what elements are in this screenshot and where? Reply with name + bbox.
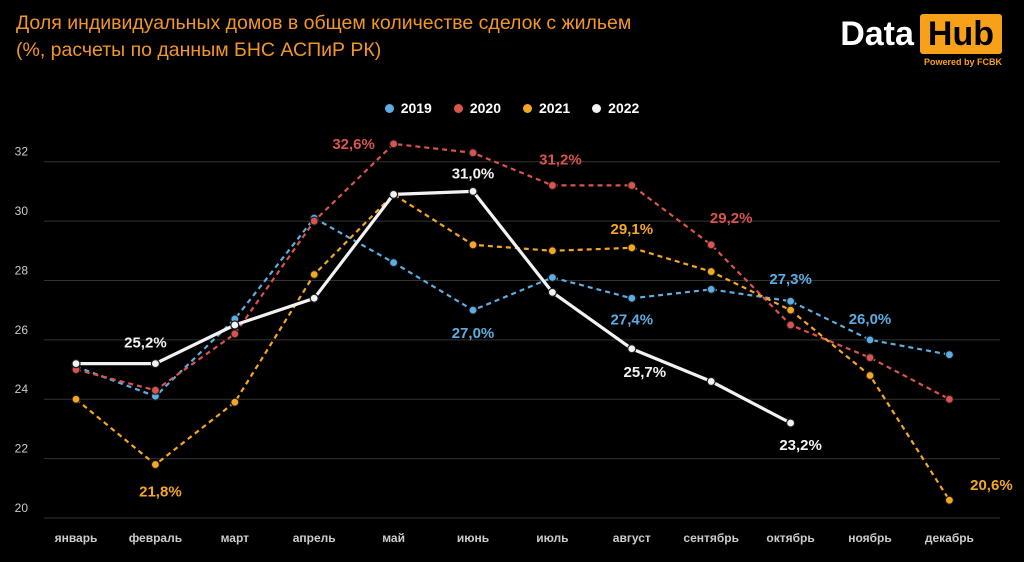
x-tick-label: апрель: [293, 531, 336, 545]
data-point-2020: [706, 240, 716, 250]
x-tick-label: июль: [536, 531, 568, 545]
data-label-2022: 25,7%: [624, 364, 667, 381]
data-point-2019: [865, 335, 875, 345]
legend-label-2019: 2019: [400, 100, 432, 116]
data-point-2020: [230, 329, 240, 339]
data-point-2020: [547, 180, 558, 191]
y-tick-label: 26: [15, 323, 29, 337]
legend-label-2022: 2022: [608, 100, 640, 116]
data-point-2019: [547, 272, 558, 283]
chart-title: Доля индивидуальных домов в общем количе…: [16, 10, 631, 64]
data-label-2021: 20,6%: [970, 477, 1013, 494]
x-tick-label: октябрь: [766, 531, 814, 545]
data-point-2021: [150, 459, 160, 470]
data-point-2020: [389, 139, 399, 149]
data-point-2020: [944, 394, 955, 404]
data-point-2021: [547, 246, 558, 256]
data-point-2022: [71, 359, 81, 369]
x-tick-label: июнь: [457, 531, 489, 545]
y-tick-label: 32: [15, 145, 29, 159]
data-point-2019: [389, 258, 399, 268]
data-label-2020: 32,6%: [332, 136, 375, 153]
series-line-2022: [76, 189, 792, 425]
y-tick-label: 20: [15, 501, 29, 515]
data-point-2019: [785, 296, 796, 306]
data-point-2022: [150, 359, 160, 369]
x-tick-label: февраль: [129, 531, 182, 545]
data-label-2019: 27,0%: [452, 325, 495, 342]
x-tick-label: май: [382, 531, 405, 545]
data-point-2022: [230, 320, 240, 330]
chart-legend: 2019 2020 2021 2022: [0, 100, 1024, 116]
data-point-2019: [468, 305, 478, 315]
data-label-2019: 27,4%: [611, 311, 654, 328]
data-point-2021: [944, 495, 955, 505]
x-tick-label: январь: [55, 531, 98, 545]
data-point-2022: [389, 189, 399, 199]
data-label-2020: 31,2%: [539, 151, 582, 168]
legend-dot-2021: [523, 103, 532, 113]
x-tick-label: ноябрь: [848, 531, 892, 545]
legend-label-2021: 2021: [539, 100, 571, 116]
x-tick-label: август: [613, 531, 651, 545]
data-point-2019: [706, 284, 716, 294]
data-label-2019: 26,0%: [849, 311, 892, 328]
legend-dot-2020: [453, 103, 463, 113]
legend-item-2020: 2020: [453, 100, 501, 116]
datahub-logo: Data Hub Powered by FCBK: [840, 14, 1002, 67]
data-label-2021: 29,1%: [611, 221, 654, 238]
data-point-2021: [706, 266, 716, 277]
x-tick-label: сентябрь: [683, 531, 739, 545]
data-point-2022: [547, 287, 558, 297]
y-tick-label: 24: [15, 382, 29, 396]
legend-item-2019: 2019: [384, 100, 432, 116]
chart-title-line1: Доля индивидуальных домов в общем количе…: [16, 12, 632, 34]
series-line-2020: [75, 142, 950, 401]
x-tick-label: декабрь: [925, 531, 974, 545]
data-point-2020: [309, 216, 319, 226]
y-tick-label: 28: [15, 263, 29, 277]
logo-powered-by: Powered by FCBK: [923, 57, 1002, 67]
data-point-2022: [468, 186, 478, 196]
data-point-2019: [944, 350, 955, 360]
data-label-2022: 25,2%: [124, 335, 167, 352]
data-point-2020: [627, 180, 637, 191]
logo-wordmark: Data Hub: [840, 14, 1002, 54]
legend-item-2022: 2022: [592, 100, 639, 116]
x-tick-label: март: [221, 531, 250, 545]
legend-item-2021: 2021: [523, 100, 570, 116]
y-tick-label: 22: [15, 442, 29, 456]
legend-label-2020: 2020: [469, 100, 501, 116]
data-label-2021: 21,8%: [139, 484, 182, 501]
logo-hub-text: Hub: [919, 14, 1002, 54]
data-point-2021: [785, 305, 796, 315]
data-point-2022: [785, 418, 796, 428]
data-point-2020: [785, 320, 796, 330]
y-tick-label: 30: [15, 204, 29, 218]
data-label-2020: 29,2%: [710, 210, 753, 227]
data-point-2022: [627, 344, 637, 354]
data-point-2020: [468, 148, 478, 158]
data-point-2021: [309, 269, 319, 280]
legend-dot-2019: [384, 103, 394, 113]
series-line-2019: [75, 217, 950, 398]
data-point-2019: [627, 293, 637, 303]
data-point-2021: [865, 370, 875, 381]
legend-dot-2022: [592, 103, 602, 113]
data-label-2022: 31,0%: [452, 165, 495, 182]
data-label-2019: 27,3%: [769, 271, 812, 288]
data-point-2020: [150, 385, 160, 395]
data-point-2022: [309, 293, 319, 303]
data-point-2021: [627, 243, 637, 253]
data-label-2022: 23,2%: [779, 437, 822, 454]
data-point-2022: [706, 376, 716, 387]
data-point-2020: [865, 353, 875, 363]
chart-title-line2: (%, расчеты по данным БНС АСПиР РК): [16, 39, 382, 61]
data-point-2021: [71, 394, 81, 404]
logo-data-text: Data: [840, 15, 914, 53]
data-point-2021: [468, 240, 478, 250]
data-point-2021: [230, 397, 240, 407]
